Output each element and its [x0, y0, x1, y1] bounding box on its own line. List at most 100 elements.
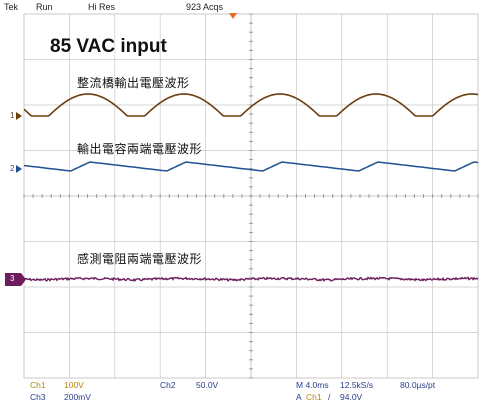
grid-tick — [159, 194, 161, 198]
grid-tick — [259, 194, 261, 198]
grid-tick — [304, 194, 306, 198]
ch2-ground-marker[interactable] — [16, 165, 22, 173]
record-interval-readout: 80.0µs/pt — [400, 380, 436, 390]
trigger-slope-icon: / — [328, 392, 331, 402]
grid-tick — [249, 222, 253, 224]
ch3-description-label: 感測電阻兩端電壓波形 — [77, 252, 203, 266]
ch2-description-label: 輸出電容兩端電壓波形 — [77, 142, 203, 156]
ch1-footer-label: Ch1 — [30, 380, 46, 390]
grid-tick — [249, 350, 253, 352]
ch1-ground-marker[interactable] — [16, 112, 22, 120]
grid-tick — [249, 295, 253, 297]
grid-tick — [450, 194, 452, 198]
grid-tick — [241, 194, 243, 198]
grid-tick — [268, 194, 270, 198]
sample-rate-readout: 12.5kS/s — [340, 380, 374, 390]
trigger-mode: A — [296, 392, 302, 402]
ch3-footer-label: Ch3 — [30, 392, 46, 402]
acquisition-count: 923 Acqs — [186, 2, 224, 12]
ch2-scale: 50.0V — [196, 380, 219, 390]
grid-tick — [249, 131, 253, 133]
grid-tick — [249, 213, 253, 215]
grid-tick — [32, 194, 34, 198]
grid-tick — [177, 194, 179, 198]
grid-tick — [432, 194, 434, 198]
ch3-trace — [23, 276, 479, 282]
run-status: Run — [36, 2, 53, 12]
trigger-source: Ch1 — [306, 392, 322, 402]
grid-tick — [249, 341, 253, 343]
grid-tick — [196, 194, 198, 198]
grid-tick — [459, 194, 461, 198]
grid-tick — [332, 194, 334, 198]
grid-dots — [23, 13, 479, 379]
grid-tick — [168, 194, 170, 198]
grid-tick — [477, 194, 479, 198]
acquisition-mode: Hi Res — [88, 2, 116, 12]
grid-tick — [50, 194, 52, 198]
grid-tick — [132, 194, 134, 198]
grid-tick — [395, 194, 397, 198]
ch2-marker-label: 2 — [10, 164, 15, 173]
grid-tick — [232, 194, 234, 198]
grid-tick — [249, 250, 253, 252]
grid-tick — [223, 194, 225, 198]
ch1-marker-label: 1 — [10, 111, 15, 120]
grid-tick — [249, 377, 253, 379]
grid-tick — [249, 231, 253, 233]
grid-tick — [249, 195, 253, 197]
grid-tick — [413, 194, 415, 198]
grid-tick — [249, 31, 253, 33]
grid-tick — [249, 322, 253, 324]
grid-tick — [249, 168, 253, 170]
grid-tick — [249, 268, 253, 270]
grid-tick — [249, 122, 253, 124]
grid-tick — [214, 194, 216, 198]
grid-tick — [359, 194, 361, 198]
grid-tick — [205, 194, 207, 198]
grid-tick — [249, 113, 253, 115]
grid-tick — [249, 68, 253, 70]
grid-tick — [468, 194, 470, 198]
ch3-scale: 200mV — [64, 392, 91, 402]
grid-tick — [23, 194, 25, 198]
grid-tick — [249, 77, 253, 79]
ch1-trace — [23, 93, 479, 117]
grid-tick — [59, 194, 61, 198]
ch2-trace — [23, 161, 479, 172]
brand-label: Tek — [4, 2, 19, 12]
grid-tick — [377, 194, 379, 198]
grid-tick — [249, 259, 253, 261]
ch1-scale: 100V — [64, 380, 84, 390]
grid-tick — [249, 104, 253, 106]
grid-tick — [423, 194, 425, 198]
grid-tick — [249, 204, 253, 206]
grid-tick — [77, 194, 79, 198]
grid-tick — [249, 140, 253, 142]
grid-tick — [249, 22, 253, 24]
ch2-footer-label: Ch2 — [160, 380, 176, 390]
ch3-ground-marker[interactable] — [5, 273, 26, 286]
grid-tick — [404, 194, 406, 198]
grid-tick — [123, 194, 125, 198]
grid-tick — [249, 186, 253, 188]
grid-tick — [249, 177, 253, 179]
ch1-description-label: 整流橋輸出電壓波形 — [77, 76, 190, 90]
grid-tick — [150, 194, 152, 198]
grid-tick — [249, 286, 253, 288]
grid-tick — [249, 159, 253, 161]
ch3-marker-label: 3 — [10, 274, 15, 283]
grid-tick — [341, 194, 343, 198]
grid-tick — [249, 40, 253, 42]
grid-tick — [68, 194, 70, 198]
grid-tick — [249, 13, 253, 15]
trigger-level: 94.0V — [340, 392, 363, 402]
grid-tick — [249, 277, 253, 279]
grid-tick — [286, 194, 288, 198]
grid-tick — [249, 313, 253, 315]
grid-tick — [368, 194, 370, 198]
grid-tick — [277, 194, 279, 198]
grid-tick — [87, 194, 89, 198]
grid-tick — [386, 194, 388, 198]
